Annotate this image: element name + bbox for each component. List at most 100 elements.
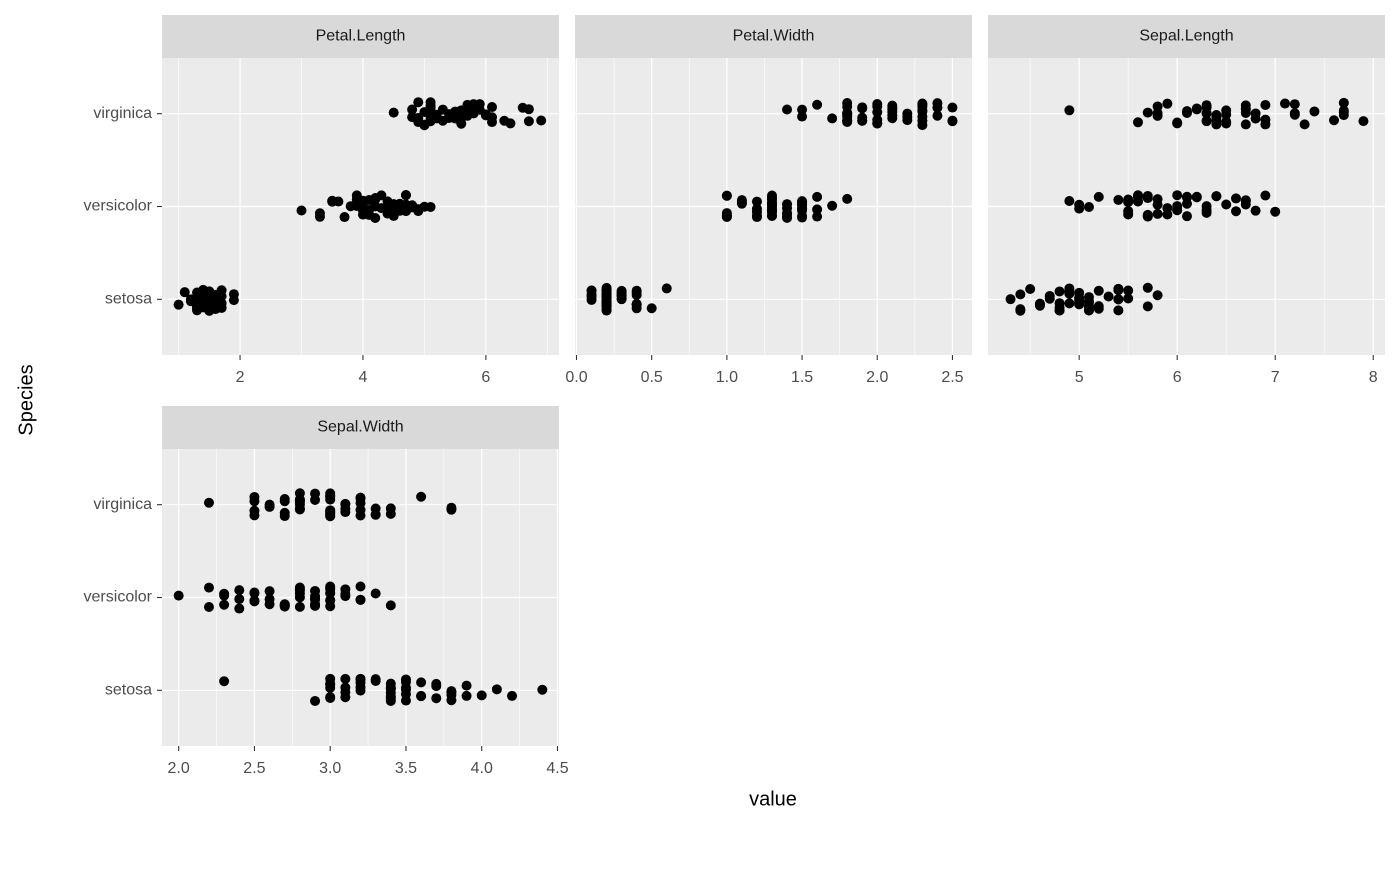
point xyxy=(1054,305,1065,316)
x-tick-label: 7 xyxy=(1271,369,1280,386)
point xyxy=(523,104,534,115)
point xyxy=(1329,115,1340,126)
point xyxy=(1299,119,1310,130)
point xyxy=(264,586,275,597)
x-tick-label: 1.5 xyxy=(791,369,813,386)
point xyxy=(766,210,777,221)
point xyxy=(1142,107,1153,118)
point xyxy=(327,196,338,207)
point xyxy=(721,190,732,201)
point xyxy=(797,211,808,222)
point xyxy=(1054,286,1065,297)
point xyxy=(1260,190,1271,201)
point xyxy=(766,202,777,213)
point xyxy=(1152,110,1163,121)
point xyxy=(461,680,472,691)
point xyxy=(325,506,336,517)
point xyxy=(601,297,612,308)
point xyxy=(340,687,351,698)
point xyxy=(1044,290,1055,301)
point xyxy=(1074,287,1085,298)
point xyxy=(345,201,356,212)
point xyxy=(842,98,853,109)
point xyxy=(1142,301,1153,312)
point xyxy=(1034,300,1045,311)
point xyxy=(234,594,245,605)
point xyxy=(1093,285,1104,296)
point xyxy=(1240,107,1251,118)
y-axis-title: Species xyxy=(15,364,37,435)
point xyxy=(661,283,672,294)
point xyxy=(339,212,350,223)
point xyxy=(1181,198,1192,209)
x-tick-label: 0.0 xyxy=(565,369,587,386)
point xyxy=(797,202,808,213)
point xyxy=(536,115,547,126)
point xyxy=(385,503,396,514)
point xyxy=(782,208,793,219)
point xyxy=(249,510,260,521)
point xyxy=(474,104,485,115)
point xyxy=(416,677,427,688)
point xyxy=(446,504,457,515)
point xyxy=(357,196,368,207)
y-tick-label: versicolor xyxy=(84,198,153,215)
point xyxy=(385,600,396,611)
point xyxy=(827,200,838,211)
point xyxy=(1064,286,1075,297)
point xyxy=(751,210,762,221)
point xyxy=(1123,285,1134,296)
point xyxy=(1231,206,1242,217)
point xyxy=(1289,108,1300,119)
point xyxy=(857,102,868,113)
point xyxy=(857,112,868,123)
point xyxy=(1064,196,1075,207)
point xyxy=(340,499,351,510)
point xyxy=(198,302,209,313)
x-tick-label: 2.5 xyxy=(243,760,265,777)
point xyxy=(340,673,351,684)
point xyxy=(1152,199,1163,210)
x-tick-label: 4 xyxy=(359,369,368,386)
point xyxy=(219,590,230,601)
point xyxy=(325,595,336,606)
point xyxy=(1123,206,1134,217)
point xyxy=(204,296,215,307)
point xyxy=(310,585,321,596)
point xyxy=(1132,191,1143,202)
point xyxy=(1054,298,1065,309)
point xyxy=(310,494,321,505)
point xyxy=(812,191,823,202)
point xyxy=(1113,305,1124,316)
point xyxy=(264,594,275,605)
point xyxy=(376,203,387,214)
point xyxy=(173,590,184,601)
x-tick-label: 6 xyxy=(481,369,490,386)
point xyxy=(812,99,823,110)
strip-label: Sepal.Length xyxy=(1139,28,1233,45)
point xyxy=(325,583,336,594)
point xyxy=(370,588,381,599)
point xyxy=(340,584,351,595)
point xyxy=(425,116,436,127)
point xyxy=(294,601,305,612)
point xyxy=(446,686,457,697)
point xyxy=(1083,300,1094,311)
point xyxy=(325,490,336,501)
point xyxy=(1142,190,1153,201)
point xyxy=(279,601,290,612)
point xyxy=(228,295,239,306)
point xyxy=(310,600,321,611)
point xyxy=(932,110,943,121)
point xyxy=(872,107,883,118)
y-tick-label: virginica xyxy=(93,496,152,513)
point xyxy=(631,299,642,310)
point xyxy=(1231,193,1242,204)
point xyxy=(179,287,190,298)
point xyxy=(413,112,424,123)
y-tick-label: versicolor xyxy=(84,589,153,606)
y-tick-label: setosa xyxy=(105,291,152,308)
point xyxy=(1093,191,1104,202)
point xyxy=(1162,98,1173,109)
point xyxy=(1152,208,1163,219)
